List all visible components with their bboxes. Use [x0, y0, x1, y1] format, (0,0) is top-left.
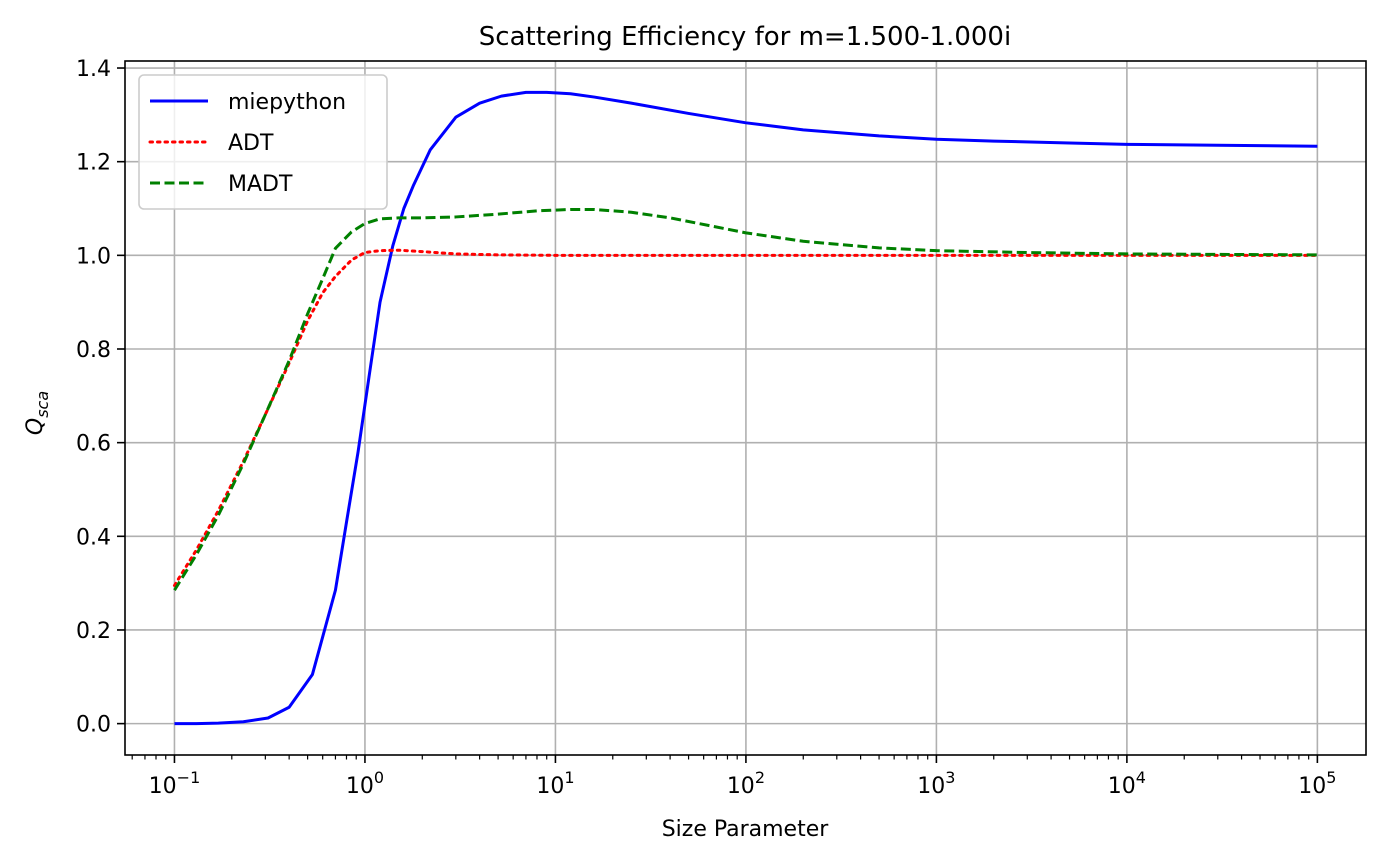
y-tick-label: 1.2 — [76, 151, 111, 176]
x-tick-label-exponent: 3 — [945, 768, 955, 787]
legend-label-miepython: miepython — [228, 90, 346, 115]
chart-title: Scattering Efficiency for m=1.500-1.000i — [479, 22, 1011, 52]
x-tick-label: 100 — [346, 768, 384, 799]
ticks: 10−1 100 101 102 103 104 1050.00.20.40.60.81.0… — [76, 57, 1336, 799]
x-tick-label-exponent: 4 — [1136, 768, 1146, 787]
x-tick-label: 103 — [917, 768, 955, 799]
y-tick-label: 0.6 — [76, 432, 111, 457]
x-axis-label: Size Parameter — [662, 817, 830, 842]
x-tick-label: 10−1 — [149, 768, 201, 799]
y-tick-label: 1.4 — [76, 57, 111, 82]
y-tick-label: 1.0 — [76, 244, 111, 269]
x-tick-label-base: 10 — [917, 774, 945, 799]
x-tick-label-base: 10 — [1298, 774, 1326, 799]
x-tick-label-base: 10 — [536, 774, 564, 799]
x-tick-label-exponent: 2 — [755, 768, 765, 787]
x-tick-label: 102 — [727, 768, 765, 799]
y-axis-label: Qsca — [23, 391, 52, 435]
x-tick-label-base: 10 — [149, 774, 177, 799]
grid — [125, 61, 1366, 755]
x-tick-label: 105 — [1298, 768, 1336, 799]
y-axis-label-sub: sca — [33, 391, 52, 418]
legend: miepython ADT MADT — [138, 74, 388, 210]
y-tick-label: 0.2 — [76, 619, 111, 644]
series-line-madt — [173, 207, 1318, 591]
legend-box — [138, 74, 388, 210]
y-axis-label-main: Q — [23, 418, 48, 435]
x-tick-label: 101 — [536, 768, 574, 799]
x-tick-label-exponent: 5 — [1326, 768, 1336, 787]
x-tick-label-exponent: 1 — [564, 768, 574, 787]
x-tick-label-base: 10 — [346, 774, 374, 799]
y-tick-label: 0.4 — [76, 525, 111, 550]
y-tick-label: 0.0 — [76, 713, 111, 738]
series-line-miepython — [174, 90, 1318, 726]
x-tick-label-exponent: −1 — [177, 768, 201, 787]
legend-label-madt: MADT — [228, 172, 293, 197]
x-tick-label: 104 — [1108, 768, 1146, 799]
x-tick-label-exponent: 0 — [374, 768, 384, 787]
x-tick-label-base: 10 — [1108, 774, 1136, 799]
y-tick-label: 0.8 — [76, 338, 111, 363]
x-tick-label-base: 10 — [727, 774, 755, 799]
legend-label-adt: ADT — [228, 131, 274, 156]
series-layer — [172, 90, 1319, 726]
